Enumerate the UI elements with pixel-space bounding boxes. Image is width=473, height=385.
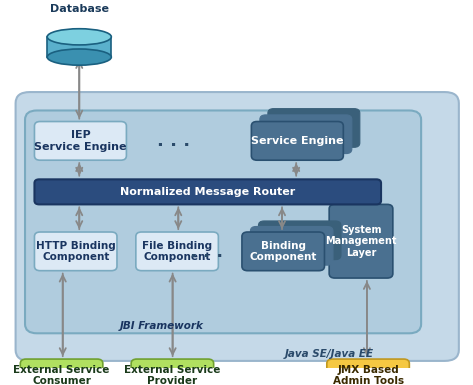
FancyBboxPatch shape — [258, 221, 341, 259]
FancyBboxPatch shape — [329, 204, 393, 278]
FancyBboxPatch shape — [20, 359, 103, 385]
Text: IEP
Service Engine: IEP Service Engine — [34, 130, 127, 152]
Text: . . .: . . . — [190, 243, 223, 261]
Text: External Service
Provider: External Service Provider — [124, 365, 220, 385]
FancyBboxPatch shape — [131, 359, 214, 385]
FancyBboxPatch shape — [251, 122, 343, 160]
Text: Service Engine: Service Engine — [251, 136, 343, 146]
FancyBboxPatch shape — [35, 122, 126, 160]
Polygon shape — [47, 37, 111, 57]
FancyBboxPatch shape — [327, 359, 409, 385]
FancyBboxPatch shape — [136, 232, 219, 271]
Text: External Service
Consumer: External Service Consumer — [13, 365, 110, 385]
FancyBboxPatch shape — [16, 92, 459, 361]
Text: Binding
Component: Binding Component — [250, 241, 317, 262]
FancyBboxPatch shape — [25, 110, 421, 333]
Text: System
Management
Layer: System Management Layer — [325, 224, 397, 258]
Ellipse shape — [47, 49, 111, 65]
Text: Normalized Message Router: Normalized Message Router — [120, 187, 295, 197]
FancyBboxPatch shape — [35, 179, 381, 204]
FancyBboxPatch shape — [268, 109, 360, 147]
Text: Database: Database — [50, 4, 109, 14]
Text: JBI Framework: JBI Framework — [119, 321, 203, 331]
FancyBboxPatch shape — [242, 232, 324, 271]
Ellipse shape — [47, 29, 111, 45]
Text: . . .: . . . — [157, 132, 190, 150]
FancyBboxPatch shape — [35, 232, 117, 271]
Text: HTTP Binding
Component: HTTP Binding Component — [36, 241, 115, 262]
FancyBboxPatch shape — [250, 226, 333, 265]
Text: File Binding
Component: File Binding Component — [142, 241, 212, 262]
Text: Java SE/Java EE: Java SE/Java EE — [284, 349, 374, 359]
FancyBboxPatch shape — [260, 115, 352, 154]
Text: JMX Based
Admin Tools: JMX Based Admin Tools — [333, 365, 403, 385]
